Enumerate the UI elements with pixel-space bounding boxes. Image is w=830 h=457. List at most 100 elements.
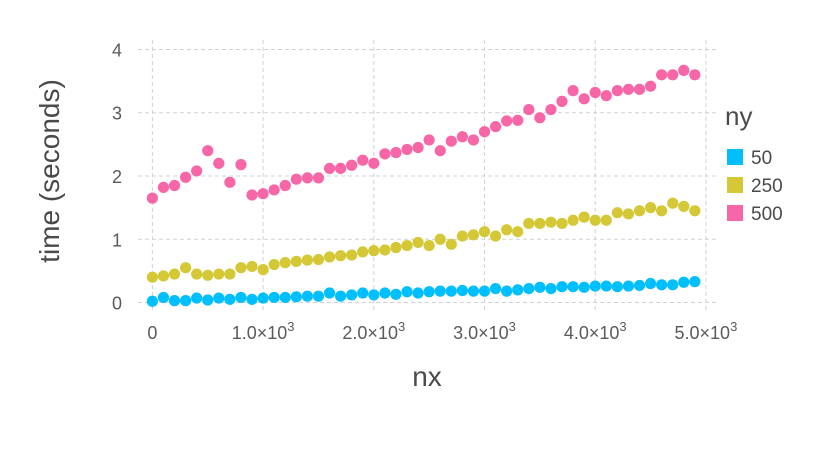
- data-point: [434, 285, 446, 297]
- data-point: [290, 255, 302, 267]
- data-point: [589, 280, 601, 292]
- data-point: [423, 134, 435, 146]
- data-point: [268, 291, 280, 304]
- x-tick-label: 1.0×103: [232, 319, 295, 343]
- data-point: [191, 292, 203, 304]
- x-tick-label: 5.0×103: [675, 319, 738, 343]
- y-tick-label: 2: [112, 167, 122, 187]
- data-point: [456, 230, 468, 242]
- data-point: [644, 202, 657, 214]
- data-point: [556, 217, 568, 230]
- data-point: [246, 293, 258, 305]
- data-point: [622, 208, 635, 220]
- data-point: [279, 179, 291, 192]
- data-point: [312, 172, 325, 184]
- data-point: [633, 205, 646, 217]
- data-point: [390, 241, 402, 254]
- data-point: [689, 69, 701, 81]
- x-tick-label: 2.0×103: [342, 319, 405, 343]
- data-point: [168, 268, 181, 280]
- legend-title: ny: [725, 101, 752, 131]
- data-point: [202, 269, 214, 281]
- data-point: [257, 264, 269, 276]
- data-point: [445, 285, 457, 297]
- data-point: [224, 176, 236, 188]
- data-point: [191, 268, 203, 280]
- legend-swatch: [727, 177, 743, 193]
- x-axis-label: nx: [412, 361, 442, 392]
- y-axis-label: time (seconds): [34, 79, 65, 263]
- data-point: [146, 271, 158, 283]
- data-point: [157, 291, 170, 304]
- y-tick-labels: 0 1 2 3 4: [112, 40, 122, 313]
- data-point: [290, 173, 302, 185]
- x-tick-label: 4.0×103: [564, 319, 627, 343]
- data-point: [501, 285, 513, 297]
- data-point: [600, 280, 612, 292]
- data-point: [379, 148, 391, 160]
- data-point: [390, 288, 402, 300]
- data-point: [246, 260, 258, 273]
- data-point: [434, 145, 446, 157]
- data-point: [633, 83, 646, 95]
- data-point: [689, 205, 701, 217]
- data-point: [423, 286, 435, 298]
- x-tick-label: 0: [147, 323, 157, 343]
- data-point: [279, 291, 291, 304]
- data-point: [578, 281, 590, 293]
- data-point: [556, 95, 568, 107]
- data-point: [445, 135, 457, 147]
- data-point: [578, 211, 590, 223]
- data-point: [611, 85, 623, 97]
- data-point: [456, 131, 468, 143]
- data-point: [379, 244, 391, 256]
- y-tick-label: 0: [112, 294, 122, 314]
- data-point: [545, 103, 557, 116]
- data-point: [434, 233, 446, 245]
- data-point: [180, 295, 192, 307]
- data-point: [357, 287, 369, 299]
- data-point: [346, 249, 358, 261]
- data-point: [567, 214, 579, 226]
- data-point: [301, 254, 313, 266]
- data-point: [157, 270, 170, 282]
- series-250: [146, 197, 701, 283]
- x-tick-label: 3.0×103: [453, 319, 516, 343]
- data-point: [357, 246, 369, 258]
- data-point: [489, 230, 502, 242]
- data-point: [368, 289, 380, 301]
- data-point: [346, 159, 358, 171]
- data-point: [478, 126, 491, 138]
- data-point: [323, 251, 336, 263]
- legend-swatch: [727, 149, 743, 165]
- data-point: [401, 143, 413, 156]
- data-point: [390, 146, 402, 159]
- data-point: [168, 295, 181, 307]
- data-point: [678, 276, 690, 288]
- data-point: [589, 214, 601, 226]
- data-point: [412, 141, 424, 154]
- series-500: [146, 64, 701, 204]
- legend-swatch: [727, 205, 743, 221]
- data-point: [644, 80, 657, 92]
- data-point: [456, 284, 468, 297]
- data-point: [180, 171, 192, 183]
- data-point: [268, 184, 280, 196]
- data-point: [146, 192, 158, 204]
- data-point: [656, 69, 668, 81]
- data-point: [545, 216, 557, 228]
- data-point: [534, 112, 546, 124]
- data-point: [246, 189, 258, 201]
- data-point: [224, 293, 236, 305]
- data-point: [357, 154, 369, 166]
- data-point: [512, 226, 524, 238]
- data-point: [512, 284, 524, 296]
- data-point: [534, 281, 546, 293]
- data-point: [622, 280, 635, 292]
- data-point: [213, 157, 225, 169]
- legend-label: 500: [751, 204, 783, 225]
- data-point: [678, 64, 690, 76]
- data-point: [501, 224, 513, 236]
- data-point: [467, 134, 480, 146]
